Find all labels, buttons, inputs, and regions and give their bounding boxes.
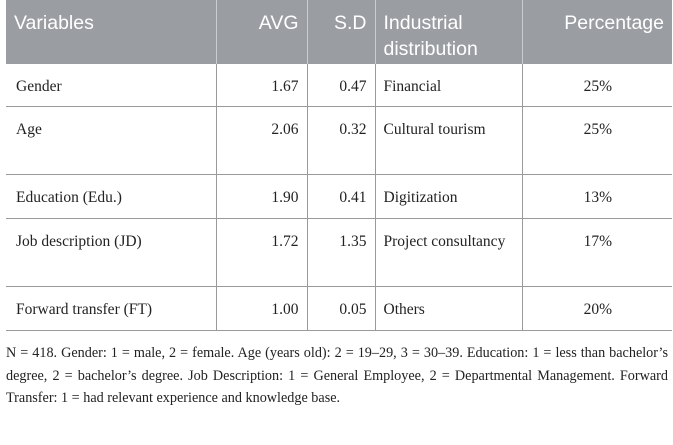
table-header-row: Variables AVG S.D Industrial distributio… [6,0,672,64]
table-footnote: N = 418. Gender: 1 = male, 2 = female. A… [6,345,668,406]
cell-industry: Others [375,286,523,331]
cell-percentage: 25% [522,64,672,107]
header-variables: Variables [6,0,217,64]
cell-percentage: 25% [522,106,672,175]
header-percentage: Percentage [522,0,672,64]
cell-variable: Age [6,106,217,175]
cell-percentage: 20% [522,286,672,331]
table-row: Education (Edu.) 1.90 0.41 Digitization … [6,174,672,219]
table-row: Forward transfer (FT) 1.00 0.05 Others 2… [6,286,672,331]
cell-percentage: 13% [522,174,672,219]
table-row: Gender 1.67 0.47 Financial 25% [6,64,672,107]
cell-industry: Project consultancy [375,218,523,287]
cell-sd: 1.35 [307,218,376,287]
cell-industry: Digitization [375,174,523,219]
cell-industry: Financial [375,64,523,107]
cell-avg: 1.67 [216,64,308,107]
statistics-table: Variables AVG S.D Industrial distributio… [6,0,672,331]
cell-avg: 1.72 [216,218,308,287]
header-avg: AVG [216,0,308,64]
cell-sd: 0.05 [307,286,376,331]
table-row: Job description (JD) 1.72 1.35 Project c… [6,218,672,287]
cell-variable: Education (Edu.) [6,174,217,219]
cell-avg: 2.06 [216,106,308,175]
cell-sd: 0.32 [307,106,376,175]
cell-avg: 1.00 [216,286,308,331]
header-industrial-distribution: Industrial distribution [375,0,523,64]
header-sd: S.D [307,0,376,64]
cell-variable: Job description (JD) [6,218,217,287]
cell-variable: Gender [6,64,217,107]
cell-avg: 1.90 [216,174,308,219]
cell-industry: Cultural tourism [375,106,523,175]
cell-sd: 0.41 [307,174,376,219]
cell-variable: Forward transfer (FT) [6,286,217,331]
cell-sd: 0.47 [307,64,376,107]
table-row: Age 2.06 0.32 Cultural tourism 25% [6,106,672,175]
cell-percentage: 17% [522,218,672,287]
